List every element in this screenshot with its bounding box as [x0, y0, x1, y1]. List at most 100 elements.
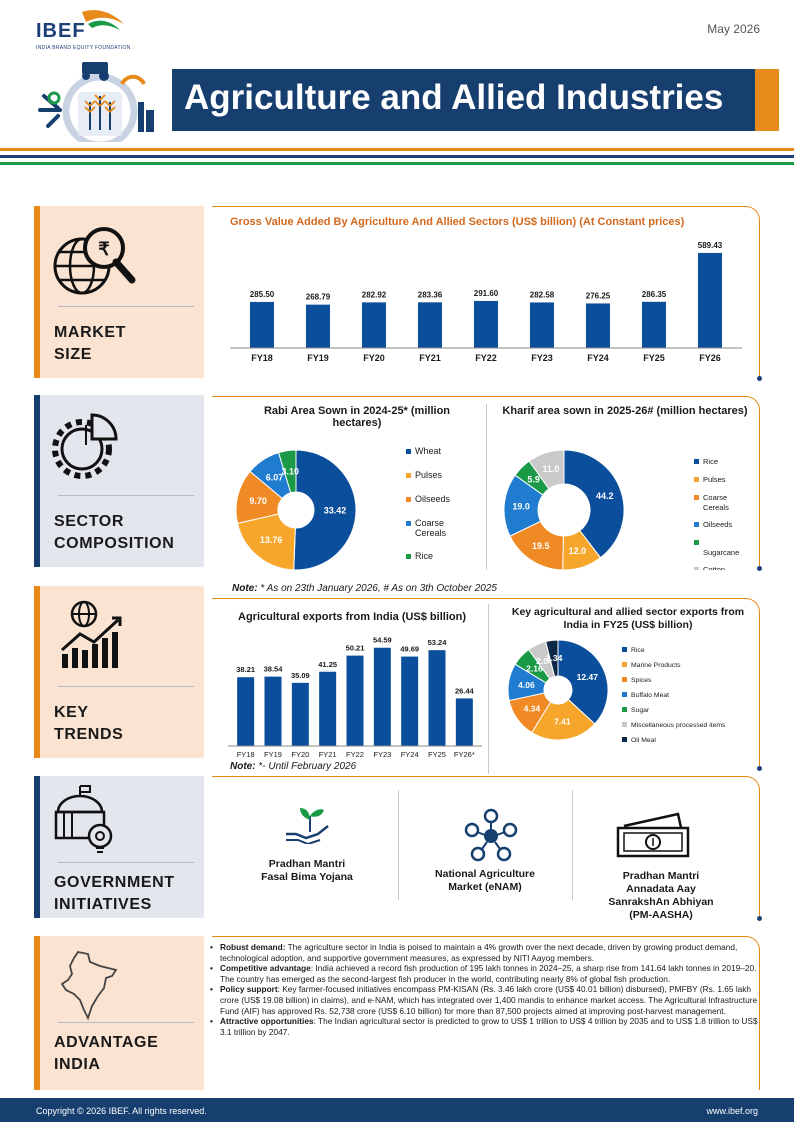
footer-website-link[interactable]: www.ibef.org: [706, 1106, 758, 1116]
legend-label: Cereals: [415, 528, 447, 538]
slice-label: 12.0: [569, 546, 587, 556]
page-title: Agriculture and Allied Industries: [184, 78, 724, 117]
data-label: 41.25: [318, 660, 337, 669]
initiative-divider-2: [572, 790, 573, 900]
category-label: FY22: [346, 750, 364, 759]
legend-swatch: [622, 722, 627, 727]
slice-cotton: [528, 449, 565, 490]
category-label: FY23: [373, 750, 391, 759]
data-label: 589.43: [698, 241, 723, 250]
data-label: 283.36: [418, 290, 443, 299]
gear-pie-icon: [52, 413, 118, 479]
legend-swatch: [694, 522, 699, 527]
advantage-item: Policy support: Key farmer-focused initi…: [208, 984, 758, 1016]
trends-divider: [488, 604, 489, 774]
legend-swatch: [694, 567, 699, 570]
rabi-pie-chart: 33.42 13.76 9.70 6.073.10 Wheat Pulses Oilseed…: [235, 446, 451, 570]
advantage-item: Robust demand: The agriculture sector in…: [208, 942, 758, 963]
slice-label: 4.06: [518, 680, 535, 690]
category-label: FY25: [428, 750, 446, 759]
category-label: FY24: [401, 750, 419, 759]
bar-fy22: [474, 300, 498, 348]
india-map-icon: [60, 950, 118, 1021]
category-label: FY18: [251, 353, 273, 363]
initiative-enam: National Agriculture Market (eNAM): [435, 868, 535, 893]
legend-label: Pulses: [703, 475, 726, 484]
category-label: FY26*: [454, 750, 475, 759]
legend-label: Wheat: [415, 446, 442, 456]
slice-rice: [563, 449, 625, 559]
data-label: 276.25: [586, 291, 611, 300]
legend-swatch: [694, 540, 699, 545]
legend-swatch: [694, 495, 699, 500]
slice-pulses: [236, 513, 296, 570]
section-end-dot: [757, 916, 762, 921]
divider-stripe-orange: [0, 148, 794, 151]
legend-label: Oilseeds: [703, 520, 732, 529]
title-banner-accent: [755, 69, 779, 131]
sector-composition-label: SECTOR COMPOSITION: [54, 513, 175, 552]
legend-swatch: [622, 692, 627, 697]
svg-text:₹: ₹: [98, 239, 110, 259]
ibef-flag-swoosh-icon: [82, 10, 124, 30]
legend-label: Spices: [631, 677, 652, 684]
composition-note: Note: * As on 23th January 2026, # As on…: [232, 583, 497, 594]
bar-fy25: [642, 301, 666, 348]
slice-label: 2.04: [536, 656, 553, 666]
market-size-outline: [212, 206, 760, 378]
data-label: 35.09: [291, 671, 310, 680]
slice-label: 19.0: [512, 501, 530, 511]
trends-note: Note: *- Until February 2026: [230, 761, 357, 772]
divider-stripe-green: [0, 162, 794, 165]
slice-label: 44.2: [596, 491, 614, 501]
slice-label: 7.41: [554, 717, 571, 727]
slice-marine-products: [531, 698, 596, 741]
advantage-india-outline: [212, 936, 760, 1090]
bar-fy21: [319, 671, 337, 746]
slice-label: 13.76: [260, 535, 283, 545]
advantage-india-panel: ADVANTAGE INDIA: [34, 936, 204, 1090]
key-trends-label: KEY TRENDS: [54, 704, 124, 743]
legend-label: Rice: [703, 457, 718, 466]
globe-growth-chart-icon: [61, 600, 122, 668]
slice-label: 19.5: [532, 541, 550, 551]
data-label: 282.92: [362, 290, 387, 299]
legend-label: Coarse: [415, 518, 444, 528]
title-banner: [172, 69, 755, 131]
advantage-list: Robust demand: The agriculture sector in…: [208, 942, 758, 1037]
legend-swatch: [406, 473, 411, 478]
slice-oil-meal: [545, 639, 559, 678]
data-label: 268.79: [306, 293, 331, 302]
data-label: 285.50: [250, 290, 275, 299]
ibef-logo-subtitle: INDIA BRAND EQUITY FOUNDATION: [36, 45, 131, 51]
slice-label: 3.10: [282, 466, 300, 476]
legend-label: Oil Meal: [631, 737, 656, 744]
government-initiatives-label: GOVERNMENT INITIATIVES: [54, 874, 175, 913]
legend-swatch: [694, 477, 699, 482]
market-size-panel: ₹ MARKET SIZE: [34, 206, 204, 378]
bar-fy23: [373, 647, 391, 746]
bar-fy23: [530, 302, 554, 348]
gva-chart-title: Gross Value Added By Agriculture And All…: [230, 216, 685, 228]
legend-swatch: [694, 459, 699, 464]
slice-label: 33.42: [324, 506, 347, 516]
legend-label: Buffalo Meat: [631, 692, 669, 699]
data-label: 26.44: [455, 686, 475, 695]
category-label: FY19: [307, 353, 329, 363]
data-label: 50.21: [346, 644, 365, 653]
category-label: FY23: [531, 353, 553, 363]
government-initiatives-outline: [212, 776, 760, 918]
slice-label: 11.0: [542, 464, 559, 474]
legend-label: Miscellaneous processed items: [631, 722, 726, 729]
globe-rupee-magnifier-icon: ₹: [53, 227, 136, 295]
footer-copyright: Copyright © 2026 IBEF. All rights reserv…: [36, 1106, 207, 1116]
legend-label: Sugarcane: [703, 548, 739, 557]
advantage-item: Competitive advantage: India achieved a …: [208, 963, 758, 984]
data-label: 38.54: [264, 665, 284, 674]
sector-composition-outline: [212, 396, 760, 568]
data-label: 286.35: [642, 290, 667, 299]
bar-fy26: [698, 252, 722, 348]
bar-fy26: [455, 698, 473, 746]
data-label: 49.69: [400, 645, 419, 654]
initiative-divider-1: [398, 790, 399, 900]
